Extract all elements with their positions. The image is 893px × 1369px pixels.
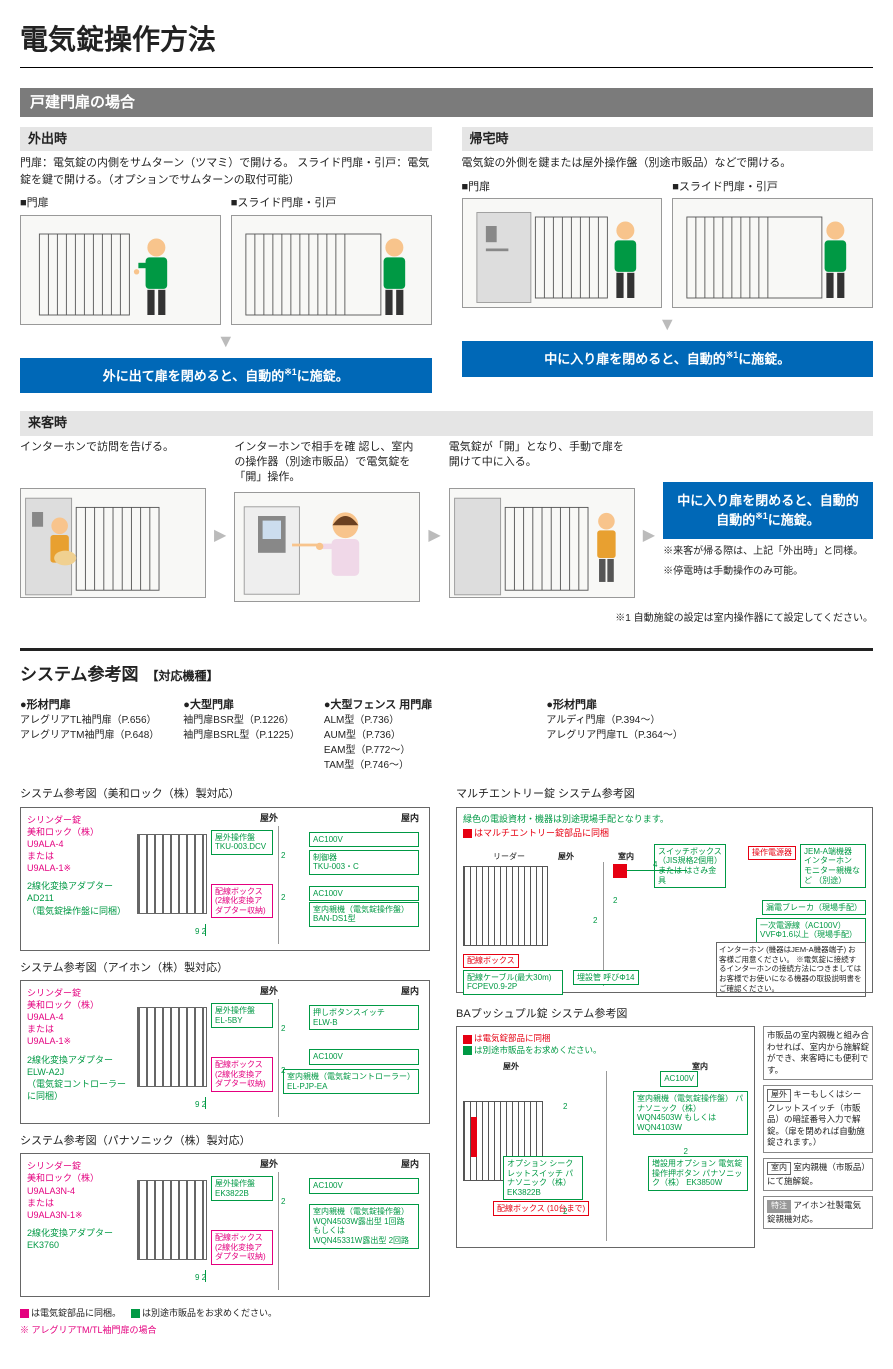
title-rule	[20, 67, 873, 68]
visitor-text: インターホンで相手を確 認し、室内の操作器（別途市販品）で電気錠を「開」操作。	[234, 440, 420, 486]
gate-label: ■スライド門扉・引戸	[672, 180, 873, 195]
visitor-step-1: インターホンで訪問を告げる。	[20, 440, 206, 598]
scenario-out: 外出時 門扉：電気錠の内側をサムターン（ツマミ）で開ける。 スライド門扉・引戸：…	[20, 127, 432, 393]
system-left-col: システム参考図（美和ロック（株）製対応） シリンダー錠美和ロック（株）U9ALA…	[20, 787, 430, 1336]
result-bar-visitor: 中に入り扉を閉めると、自動的自動的※1に施錠。	[663, 482, 873, 540]
model-group: ●形材門扉 アレグリアTL袖門扉（P.656） アレグリアTM袖門扉（P.648…	[20, 697, 159, 774]
scenario-desc-out: 門扉：電気錠の内側をサムターン（ツマミ）で開ける。 スライド門扉・引戸：電気錠を…	[20, 155, 432, 188]
scenario-row-1: 外出時 門扉：電気錠の内側をサムターン（ツマミ）で開ける。 スライド門扉・引戸：…	[20, 127, 873, 393]
scenario-header-visitor: 来客時	[20, 411, 873, 435]
visitor-illustration	[449, 488, 635, 598]
visitor-note-2: ※停電時は手動操作のみ可能。	[663, 565, 873, 579]
note-box: 室内 室内親機（市販品）にて施解錠。	[763, 1158, 873, 1191]
arrow-right-icon: ▶	[643, 525, 655, 547]
gate-row-out: ■門扉 ■スライド門扉・引戸	[20, 196, 432, 324]
model-group: ●大型フェンス 用門扉 ALM型（P.736） AUM型（P.736） EAM型…	[324, 697, 432, 774]
scenario-header-home: 帰宅時	[462, 127, 874, 151]
system-diagram: シリンダー錠美和ロック（株）U9ALA-4またはU9ALA-1※ 2線化変換アダ…	[20, 807, 430, 951]
ba-diagram: は電気錠部品に同梱 は別途市販品をお求めください。 屋外 室内 AC100V 室…	[456, 1026, 755, 1248]
scenario-home: 帰宅時 電気錠の外側を鍵または屋外操作盤（別途市販品）などで開ける。 ■門扉 ■…	[462, 127, 874, 393]
gate-illustration	[20, 215, 221, 325]
model-group: ●大型門扉 袖門扉BSR型（P.1226） 袖門扉BSRL型（P.1225）	[183, 697, 300, 774]
diagram-title: システム参考図（美和ロック（株）製対応）	[20, 787, 430, 802]
note-box: 特注 アイホン社製電気錠親機対応。	[763, 1196, 873, 1229]
system-diagram: シリンダー錠美和ロック（株）U9ALA3N-4またはU9ALA3N-1※ 2線化…	[20, 1153, 430, 1297]
visitor-illustration	[20, 488, 206, 598]
scenario-desc-home: 電気錠の外側を鍵または屋外操作盤（別途市販品）などで開ける。	[462, 155, 874, 172]
ba-row: は電気錠部品に同梱 は別途市販品をお求めください。 屋外 室内 AC100V 室…	[456, 1026, 873, 1248]
result-bar-out: 外に出て扉を閉めると、自動的※1に施錠。	[20, 358, 432, 394]
system-heading: システム参考図【対応機種】	[20, 663, 873, 687]
visitor-final: 中に入り扉を閉めると、自動的自動的※1に施錠。 ※来客が帰る際は、上記「外出時」…	[663, 440, 873, 580]
section-bar-house: 戸建門扉の場合	[20, 88, 873, 117]
multi-title: マルチエントリー錠 システム参考図	[456, 787, 873, 802]
gate-label: ■スライド門扉・引戸	[231, 196, 432, 211]
arrow-down-icon: ▼	[20, 329, 432, 354]
visitor-text: インターホンで訪問を告げる。	[20, 440, 206, 482]
diagram-title: システム参考図（パナソニック（株）製対応）	[20, 1134, 430, 1149]
arrow-down-icon: ▼	[462, 312, 874, 337]
visitor-step-3: 電気錠が「開」となり、手動で扉を開けて中に入る。	[449, 440, 635, 598]
ba-notes: 市販品の室内親機と組み合わせれば、室内から施解錠ができ、来客時にも便利です。 屋…	[763, 1026, 873, 1248]
note-box: 屋外 キーもしくはシークレットスイッチ（市販品）の暗証番号入力で解錠。（扉を閉め…	[763, 1085, 873, 1153]
gate-illustration	[672, 198, 873, 308]
footnote: ※1 自動施錠の設定は室内操作器にて設定してください。	[20, 612, 873, 626]
gate-illustration	[231, 215, 432, 325]
legend-star: ※ アレグリアTM/TL袖門扉の場合	[20, 1324, 430, 1337]
arrow-right-icon: ▶	[428, 525, 440, 547]
section-divider	[20, 648, 873, 651]
visitor-step-2: インターホンで相手を確 認し、室内の操作器（別途市販品）で電気錠を「開」操作。	[234, 440, 420, 602]
note-box: 市販品の室内親機と組み合わせれば、室内から施解錠ができ、来客時にも便利です。	[763, 1026, 873, 1080]
gate-label: ■門扉	[462, 180, 663, 195]
visitor-row: インターホンで訪問を告げる。 ▶ インターホンで相手を確 認し、室内の操作器（別…	[20, 440, 873, 602]
system-diagram: シリンダー錠美和ロック（株）U9ALA-4またはU9ALA-1※ 2線化変換アダ…	[20, 980, 430, 1124]
visitor-illustration	[234, 492, 420, 602]
system-right-col: マルチエントリー錠 システム参考図 緑色の電設資材・機器は別途現場手配となります…	[456, 787, 873, 1336]
legend: は電気錠部品に同梱。 は別途市販品をお求めください。	[20, 1307, 430, 1320]
gate-illustration	[462, 198, 663, 308]
result-bar-home: 中に入り扉を閉めると、自動的※1に施錠。	[462, 341, 874, 377]
arrow-right-icon: ▶	[214, 525, 226, 547]
gate-row-home: ■門扉 ■スライド門扉・引戸	[462, 180, 874, 308]
visitor-note-1: ※来客が帰る際は、上記「外出時」と同様。	[663, 545, 873, 559]
ba-title: BAプッシュプル錠 システム参考図	[456, 1007, 873, 1022]
visitor-text: 電気錠が「開」となり、手動で扉を開けて中に入る。	[449, 440, 635, 482]
system-columns: システム参考図（美和ロック（株）製対応） シリンダー錠美和ロック（株）U9ALA…	[20, 787, 873, 1336]
gate-label: ■門扉	[20, 196, 221, 211]
multi-diagram: 緑色の電設資材・機器は別途現場手配となります。 はマルチエントリー錠部品に同梱 …	[456, 807, 873, 993]
model-group: ●形材門扉 アルディ門扉（P.394～） アレグリア門扉TL（P.364～）	[546, 697, 683, 774]
page-title: 電気錠操作方法	[20, 20, 873, 59]
diagram-title: システム参考図（アイホン（株）製対応）	[20, 961, 430, 976]
model-columns: ●形材門扉 アレグリアTL袖門扉（P.656） アレグリアTM袖門扉（P.648…	[20, 697, 873, 774]
scenario-header-out: 外出時	[20, 127, 432, 151]
